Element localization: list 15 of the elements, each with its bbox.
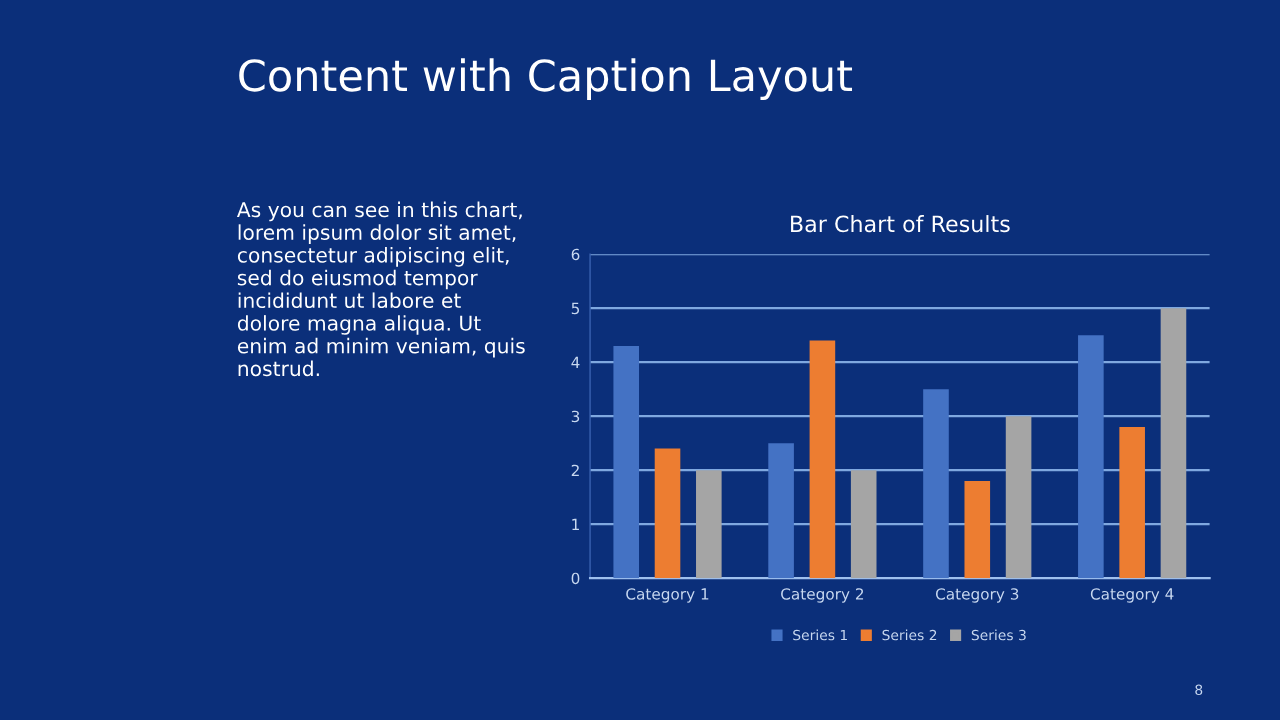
chart-title: Bar Chart of Results bbox=[791, 215, 1010, 233]
bar bbox=[696, 470, 722, 579]
text: Content with Caption Layout bbox=[239, 58, 853, 101]
bar bbox=[1119, 426, 1145, 579]
bar bbox=[613, 345, 640, 579]
bar bbox=[923, 389, 949, 579]
bar bbox=[964, 480, 991, 579]
bar bbox=[1078, 335, 1104, 579]
text: As you can see in this chart, lorem ipsum dolor sit amet, consectetur adipiscing elit, sed do eiusmod tempor incididunt ut labore et dolore magna aliqua. Ut enim ad minim veniam, quis nostrud. bbox=[236, 201, 525, 377]
bar bbox=[654, 448, 681, 579]
bar bbox=[809, 340, 836, 579]
bar bbox=[768, 443, 794, 579]
bar bbox=[850, 470, 877, 579]
bar bbox=[1005, 416, 1032, 579]
bar bbox=[1160, 308, 1187, 579]
